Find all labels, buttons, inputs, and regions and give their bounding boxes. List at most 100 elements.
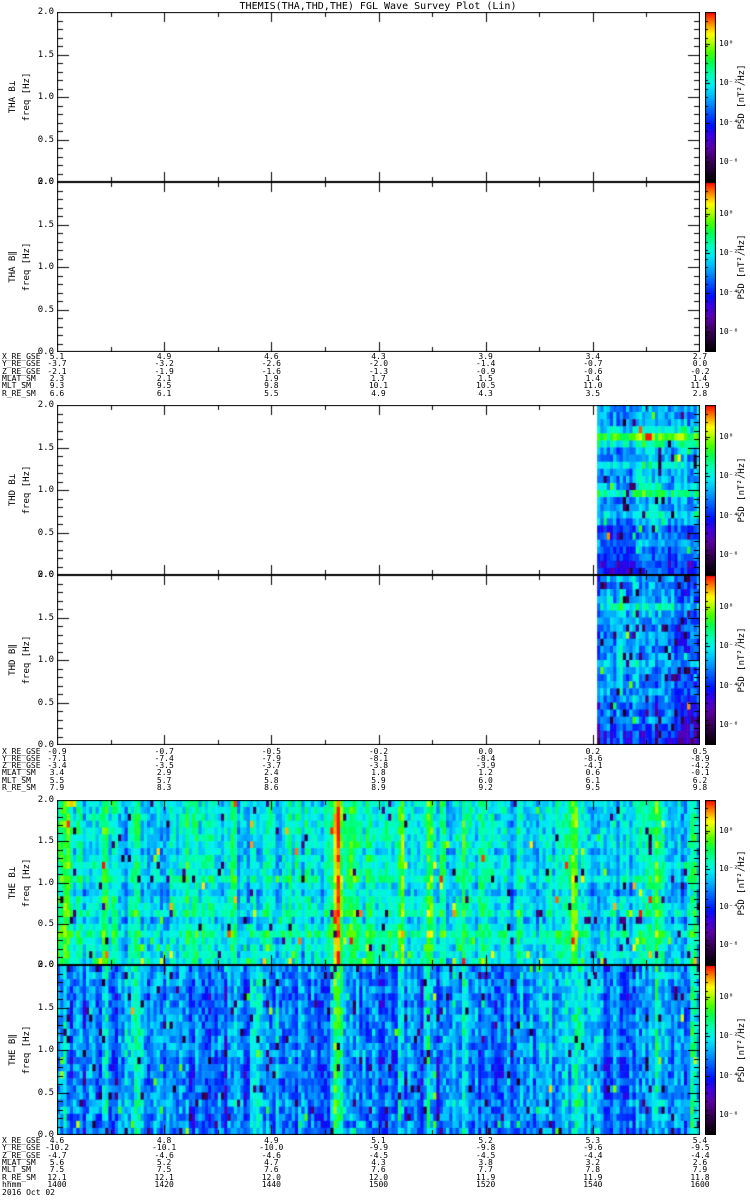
ephemeris-value: -4.4 — [583, 1150, 603, 1160]
ephemeris-row-label: hhmm — [2, 1179, 22, 1189]
ephemeris-value: -0.7 — [154, 746, 174, 756]
ephemeris-row-label: Z_RE_GSE — [2, 1150, 41, 1160]
ephemeris-value: 6.1 — [156, 388, 172, 398]
ephemeris-value: -3.7 — [261, 761, 281, 771]
tha-bpar-axis-label: THA B∥ — [8, 251, 18, 283]
y-tick-label: 2.0 — [37, 960, 54, 970]
ephemeris-value: 1.8 — [371, 768, 386, 778]
ephemeris-value: -1.6 — [261, 366, 281, 376]
ephemeris-value: 5.1 — [371, 1136, 386, 1145]
ephemeris-value: 2.9 — [156, 768, 172, 778]
colorbar-tick-label: 10⁻² — [719, 471, 739, 481]
ephemeris-value: -9.6 — [583, 1143, 603, 1153]
ephemeris-value: 4.6 — [49, 1136, 65, 1145]
colorbar-title: PSD [nT²/Hz] — [737, 849, 747, 916]
ephemeris-value: -7.1 — [47, 753, 67, 763]
y-tick-label: 2.0 — [37, 7, 54, 17]
ephemeris-row-label: MLAT_SM — [2, 373, 36, 383]
ephemeris-value: -4.2 — [690, 761, 710, 771]
y-tick-label: 0.0 — [37, 347, 54, 357]
ephemeris-value: -0.9 — [476, 366, 496, 376]
ephemeris-value: 1400 — [47, 1179, 67, 1189]
ephemeris-value: 7.5 — [49, 1165, 65, 1175]
ephemeris-value: 4.8 — [156, 1136, 172, 1145]
ephemeris-value: 7.9 — [49, 783, 65, 792]
y-tick-label: 0.5 — [37, 918, 54, 929]
ephemeris-value: -3.9 — [476, 761, 496, 771]
colorbar-tick-label: 10⁻⁴ — [719, 680, 739, 690]
colorbar-tick-label: 10⁻⁴ — [719, 1070, 739, 1080]
ephemeris-value: 7.6 — [264, 1165, 279, 1175]
colorbar-tick-label: 10⁻² — [719, 641, 739, 651]
y-tick-label: 1.5 — [37, 49, 54, 60]
ephemeris-row-label: R_RE_SM — [2, 1172, 36, 1182]
ephemeris-value: -0.6 — [583, 366, 603, 376]
ephemeris-value: -7.9 — [261, 753, 281, 763]
ephemeris-value: 4.3 — [371, 1157, 386, 1167]
ephemeris-value: 11.9 — [690, 381, 710, 391]
y-tick-label: 0.0 — [37, 570, 54, 580]
ephemeris-value: 4.3 — [371, 352, 386, 361]
y-tick-label: 2.0 — [37, 177, 54, 187]
ephemeris-value: -8.4 — [476, 753, 496, 763]
ephemeris-value: -0.7 — [583, 359, 603, 369]
ephemeris-value: 4.7 — [264, 1157, 279, 1167]
y-tick-label: 1.5 — [37, 1002, 54, 1013]
colorbar-tick-label: 10⁻⁶ — [719, 719, 739, 729]
ephemeris-value: 9.8 — [264, 381, 279, 391]
ephemeris-value: 9.3 — [49, 381, 65, 391]
ephemeris-value: -2.6 — [261, 359, 281, 369]
ephemeris-value: -3.8 — [368, 761, 389, 771]
ephemeris-value: 3.4 — [585, 352, 601, 361]
ephemeris-value: 4.3 — [478, 388, 493, 398]
y-tick-label: 2.0 — [37, 795, 54, 805]
ephemeris-value: 0.2 — [585, 746, 601, 756]
ephemeris-value: 2.7 — [692, 352, 708, 361]
colorbar-tick-label: 10⁰ — [719, 432, 734, 442]
ephemeris-value: 10.5 — [476, 381, 496, 391]
colorbar-tick-label: 10⁻⁴ — [719, 902, 739, 912]
y-tick-label: 2.0 — [37, 400, 54, 410]
ephemeris-row-label: MLT_SM — [2, 775, 31, 785]
ephemeris-value: -9.5 — [690, 1143, 710, 1153]
ephemeris-row-label: MLAT_SM — [2, 1157, 36, 1167]
ephemeris-value: -0.2 — [368, 746, 389, 756]
ephemeris-value: 1420 — [154, 1179, 174, 1189]
y-tick-label: 0.0 — [37, 177, 54, 187]
ephemeris-value: 1540 — [583, 1179, 603, 1189]
thd-bpar-axis-label: THD B∥ — [8, 644, 18, 676]
thd-bperp-colorbar — [705, 405, 716, 575]
ephemeris-value: 7.6 — [371, 1165, 386, 1175]
ephemeris-value: 11.0 — [583, 381, 603, 391]
y-tick-label: 1.0 — [37, 485, 54, 495]
ephemeris-value: -0.2 — [690, 366, 710, 376]
colorbar-tick-label: 10⁻⁴ — [719, 510, 739, 520]
ephemeris-value: 5.2 — [156, 1157, 172, 1167]
ephemeris-value: -4.5 — [368, 1150, 389, 1160]
ephemeris-value: 2.8 — [692, 388, 708, 398]
ephemeris-value: 0.5 — [692, 746, 708, 756]
ephemeris-value: -3.4 — [47, 761, 67, 771]
ephemeris-value: 12.1 — [47, 1172, 67, 1182]
y-tick-label: 0.5 — [37, 527, 54, 538]
ephemeris-value: -3.7 — [47, 359, 67, 369]
y-tick-label: 0.5 — [37, 304, 54, 315]
ephemeris-value: 4.9 — [156, 352, 172, 361]
ephemeris-value: 2.3 — [49, 373, 65, 383]
colorbar-tick-label: 10⁻⁴ — [719, 117, 739, 127]
ephemeris-value: 5.8 — [264, 775, 279, 785]
ephemeris-value: 7.5 — [156, 1165, 172, 1175]
colorbar-tick-label: 10⁰ — [719, 826, 734, 836]
ephemeris-value: -3.2 — [154, 359, 174, 369]
ephemeris-row-label: R_RE_SM — [2, 783, 36, 792]
ephemeris-value: 1.9 — [264, 373, 279, 383]
colorbar-tick-label: 10⁻² — [719, 864, 739, 874]
ephemeris-value: -10.2 — [44, 1143, 70, 1153]
ephemeris-value: -3.5 — [154, 761, 174, 771]
ephemeris-value: -1.3 — [368, 366, 389, 376]
ephemeris-value: 4.6 — [264, 352, 279, 361]
colorbar-tick-label: 10⁻² — [719, 1031, 739, 1041]
ephemeris-value: 5.1 — [49, 352, 65, 361]
ephemeris-value: 8.6 — [264, 783, 279, 792]
